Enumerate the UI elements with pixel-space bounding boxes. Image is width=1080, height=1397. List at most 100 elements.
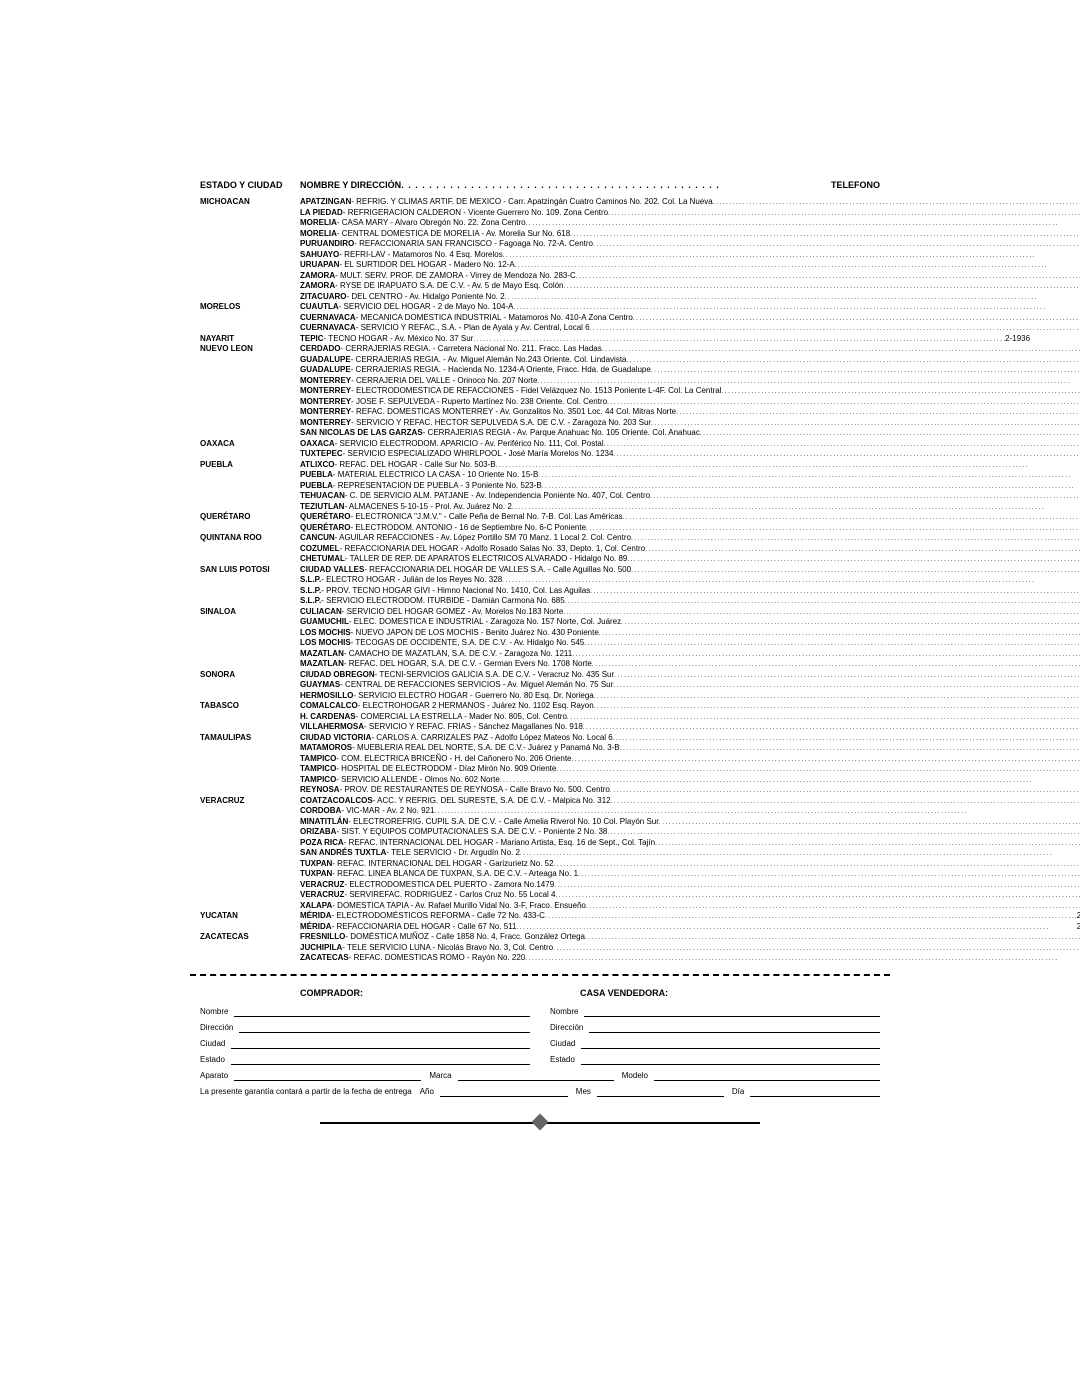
entry-dots [633,313,1080,324]
entries: OAXACA - SERVICIO ELECTRODOM. APARICIO -… [300,439,1080,460]
entry-dots [722,386,1080,397]
entry-city: VILLAHERMOSA [300,722,364,733]
entries: CIUDAD VICTORIA - CARLOS A. CARRIZALES P… [300,733,1080,796]
directory-entry: SAHUAYO - REFRI-LAV - Matamoros No. 4 Es… [300,250,1080,261]
label-address-left: Dirección [200,1023,233,1033]
field-address-left[interactable] [239,1023,530,1033]
entry-city: MATAMOROS [300,743,352,754]
field-city-left[interactable] [231,1039,530,1049]
entry-detail: - REFAC. DOMESTICAS ROMO - Rayón No. 220 [349,953,525,964]
field-year[interactable] [440,1087,568,1097]
entry-dots [576,271,1080,282]
entry-city: GUADALUPE [300,365,351,376]
directory-entry: FRESNILLO - DOMÉSTICA MUÑOZ - Calle 1858… [300,932,1080,943]
entry-city: ZAMORA [300,281,335,292]
entry-city: MONTERREY [300,386,351,397]
entry-dots [564,281,1080,292]
field-city-right[interactable] [581,1039,880,1049]
entry-dots [572,754,1080,765]
entry-detail: - REFRIG. Y CLIMAS ARTIF. DE MEXICO - Ca… [351,197,712,208]
entry-detail: - CARLOS A. CARRIZALES PAZ - Adolfo Lópe… [371,733,612,744]
entry-dots [599,628,1080,639]
entry-city: SAN NICOLAS DE LAS GARZAS [300,428,423,439]
entry-dots [567,712,1080,723]
directory-entry: TEHUACAN - C. DE SERVICIO ALM. PATJANE -… [300,491,1080,502]
warranty-form: COMPRADOR: CASA VENDEDORA: Nombre Nombre… [200,988,880,1129]
entry-detail: - REFACCIONARIA SAN FRANCISCO - Fagoaga … [354,239,593,250]
entries: MÉRIDA - ELECTRODOMÉSTICOS REFORMA - Cal… [300,911,1080,932]
entry-city: MONTERREY [300,397,351,408]
entry-city: LOS MOCHIS [300,628,351,639]
state-label: MORELOS [200,302,300,334]
field-state-right[interactable] [581,1055,880,1065]
field-brand[interactable] [458,1071,614,1081]
header-telephone: TELEFONO [831,180,880,191]
entry-city: MAZATLAN [300,649,344,660]
entry-city: PUEBLA [300,470,333,481]
state-label: SONORA [200,670,300,702]
directory-entry: TAMPICO - SERVICIO ALLENDE - Olmos No. 6… [300,775,1080,786]
entry-detail: - REFAC. DOMESTICAS MONTERREY - Av. Gonz… [351,407,676,418]
directory-entry: S.L.P. - SERVICIO ELECTRODOM. ITURBIDE -… [300,596,1080,607]
directory-entry: CIUDAD VICTORIA - CARLOS A. CARRIZALES P… [300,733,1080,744]
entry-city: CERDADO [300,344,340,355]
directory-entry: VILLAHERMOSA - SERVICIO Y REFAC. FRIAS -… [300,722,1080,733]
directory-entry: GUADALUPE - CERRAJERIAS REGIA. - Av. Mig… [300,355,1080,366]
entry-detail: - TELE SERVICIO LUNA - Nicolás Bravo No.… [342,943,553,954]
entry-dots [607,827,1080,838]
directory-entry: COATZACOALCOS - ACC. Y REFRIG. DEL SURES… [300,796,1080,807]
state-label: QUINTANA ROO [200,533,300,565]
entry-dots [611,796,1080,807]
state-block: OAXACAOAXACA - SERVICIO ELECTRODOM. APAR… [200,439,880,460]
field-name-right[interactable] [584,1007,880,1017]
entry-dots [608,208,1080,219]
field-month[interactable] [597,1087,724,1097]
entry-dots [473,334,1005,345]
entry-dots [645,544,1080,555]
entry-city: S.L.P. [300,586,321,597]
entry-detail: - TECNI-SERVICIOS GALICIA S.A. DE C.V. -… [375,670,615,681]
header-state: ESTADO Y CIUDAD [200,180,300,191]
directory-entry: QUERÉTARO - ELECTRODOM. ANTONIO - 16 de … [300,523,1080,534]
field-appliance[interactable] [234,1071,421,1081]
label-state-left: Estado [200,1055,225,1065]
entry-detail: - REFAC. DEL HOGAR, S.A. DE C.V. - Germa… [344,659,592,670]
field-name-left[interactable] [234,1007,530,1017]
entry-detail: - C. DE SERVICIO ALM. PATJANE - Av. Inde… [345,491,650,502]
entry-detail: - HOSPITAL DE ELECTRODOM - Díaz Mirón No… [336,764,556,775]
directory-entry: TUXPAN - REFAC. LINEA BLANCA DE TUXPAN, … [300,869,1080,880]
state-block: MORELOSCUAUTLA - SERVICIO DEL HOGAR - 2 … [200,302,880,334]
entry-dots [651,418,1080,429]
entry-detail: - SIST. Y EQUIPOS COMPUTACIONALES S.A. D… [336,827,607,838]
entry-dots [594,691,1080,702]
entry-city: TAMPICO [300,764,336,775]
entry-detail: - MATERIAL ELECTRICO LA CASA - 10 Orient… [333,470,538,481]
entry-detail: - ACC. Y REFRIG. DEL SURESTE, S.A. DE C.… [373,796,611,807]
entry-dots [610,785,1080,796]
directory-entry: MAZATLAN - CAMACHO DE MAZATLAN, S.A. DE … [300,649,1080,660]
entry-city: VERACRUZ [300,890,344,901]
field-day[interactable] [750,1087,880,1097]
field-model[interactable] [654,1071,880,1081]
directory-entry: PUEBLA - MATERIAL ELECTRICO LA CASA - 10… [300,470,1080,481]
entry-dots [503,250,1080,261]
entry-city: H. CARDENAS [300,712,356,723]
entry-detail: - ELECTRODOMESTICA DE REFACCIONES - Fide… [351,386,721,397]
entry-detail: - MULT. SERV. PROF. DE ZAMORA - Virrey d… [335,271,576,282]
directory-entry: SAN ANDRÉS TUXTLA - TELE SERVICIO - Dr. … [300,848,1080,859]
entry-detail: - ELECTRONICA "J.M.V." - Calle Peña de B… [351,512,623,523]
directory-entry: CUERNAVACA - SERVICIO Y REFAC., S.A. - P… [300,323,1080,334]
field-state-left[interactable] [231,1055,530,1065]
entry-city: ORIZABA [300,827,336,838]
entry-detail: - SERVICIO ELECTRO HOGAR - Guerrero No. … [353,691,593,702]
entry-dots [650,491,1080,502]
directory-entry: MATAMOROS - MUEBLERIA REAL DEL NORTE, S.… [300,743,1080,754]
field-address-right[interactable] [589,1023,880,1033]
entry-dots [604,439,1080,450]
entry-detail: - RYSE DE IRAPUATO S.A. DE C.V. - Av. 5 … [335,281,563,292]
entry-city: PURUANDIRO [300,239,354,250]
entry-dots [563,607,1080,618]
entry-dots [556,764,1080,775]
directory-entry: MONTERREY - ELECTRODOMESTICA DE REFACCIO… [300,386,1080,397]
directory-entry: MONTERREY - REFAC. DOMESTICAS MONTERREY … [300,407,1080,418]
